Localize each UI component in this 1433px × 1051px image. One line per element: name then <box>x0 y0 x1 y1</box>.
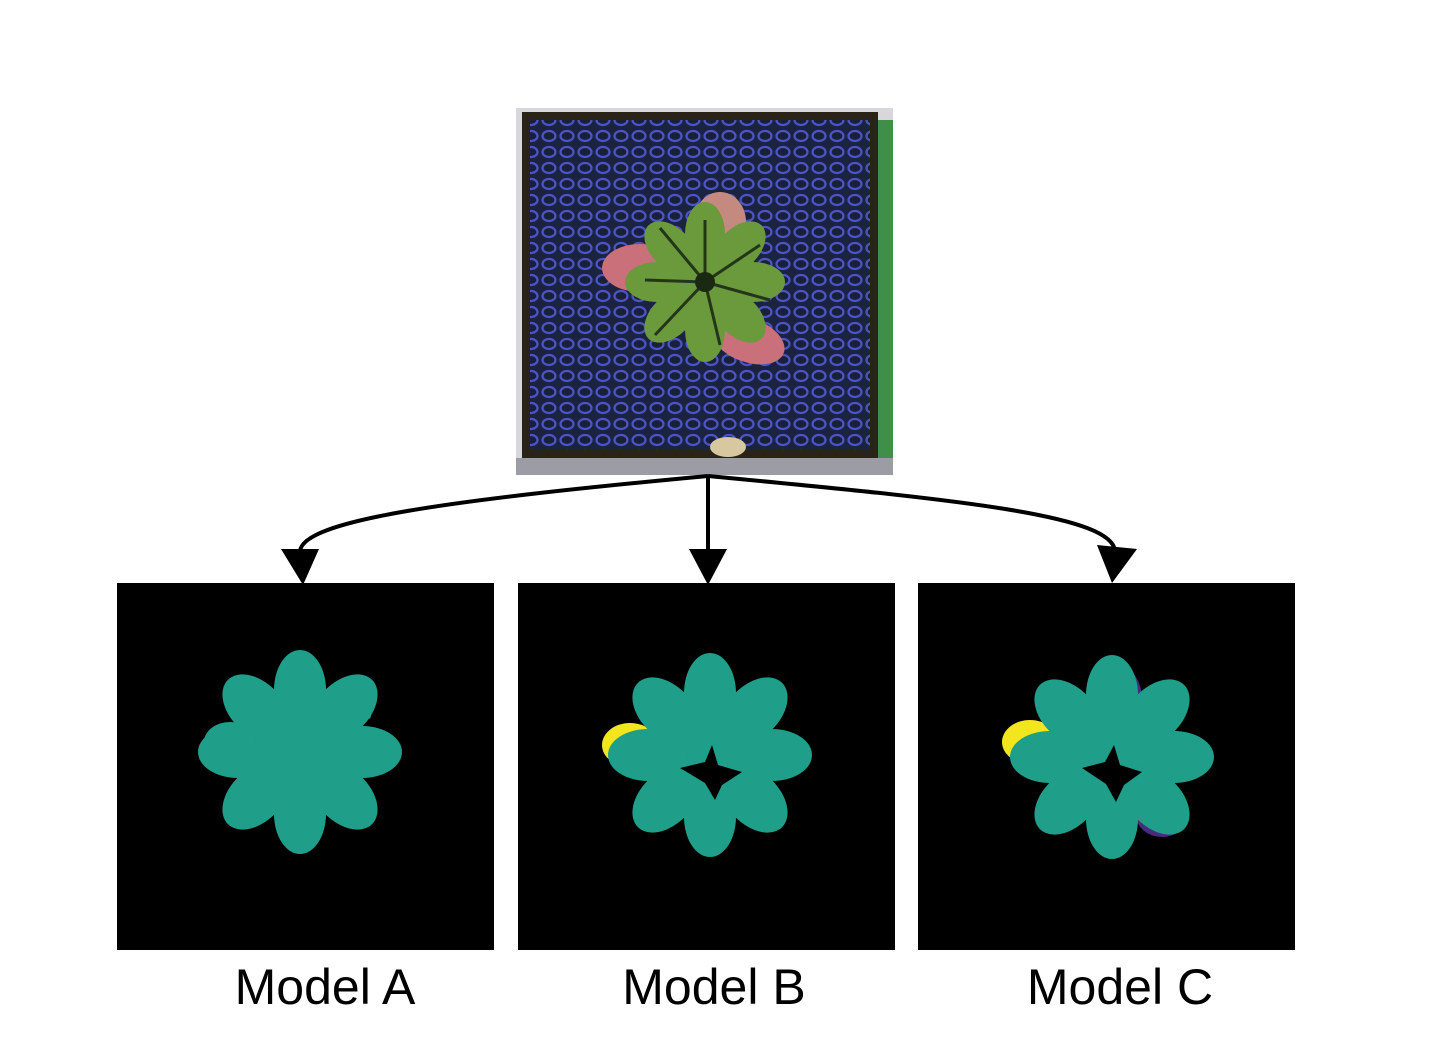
arrow-down-icon <box>1097 545 1137 583</box>
model-a-label: Model A <box>234 959 416 1015</box>
arrow-down-icon <box>689 549 727 585</box>
arrow-to-model-a <box>298 474 709 553</box>
mask-model-c <box>918 583 1295 950</box>
mask-model-b <box>518 583 895 950</box>
mask-model-a <box>117 583 494 950</box>
arrow-to-model-c <box>707 474 1117 553</box>
arrow-down-icon <box>281 549 319 585</box>
arrows <box>298 474 1117 553</box>
model-c-label: Model C <box>1026 959 1214 1015</box>
model-b-label: Model B <box>622 959 806 1015</box>
input-photo <box>516 108 893 475</box>
plant-rosette <box>602 192 785 365</box>
